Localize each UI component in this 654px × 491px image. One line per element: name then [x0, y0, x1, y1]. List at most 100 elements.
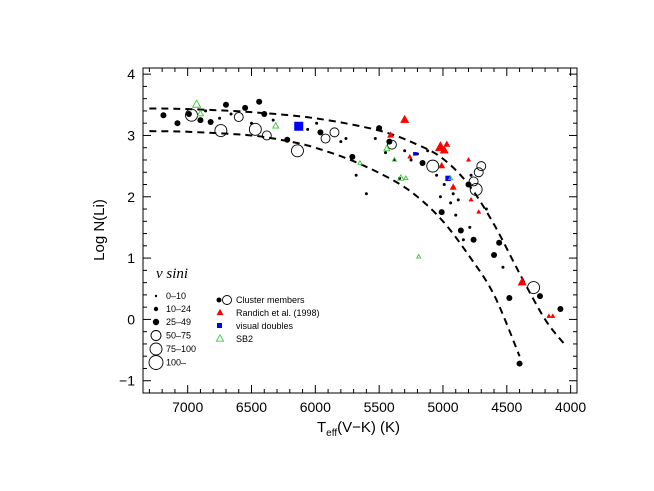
visual-double-point — [413, 152, 417, 156]
cluster-member-point — [484, 207, 488, 211]
cluster-member-point — [435, 173, 439, 177]
sb2-point — [383, 144, 391, 152]
cluster-member-point — [419, 160, 426, 167]
y-tick-label: 4 — [127, 66, 135, 82]
cluster-member-point — [261, 130, 272, 141]
cluster-member-point — [409, 158, 413, 162]
cluster-member-point — [317, 129, 324, 136]
legend-marker-cluster-open — [222, 295, 232, 305]
y-tick-label: 1 — [127, 250, 135, 266]
visual-double-point — [294, 121, 304, 131]
cluster-member-point — [291, 144, 304, 158]
y-axis-label: Log N(Li) — [91, 199, 108, 261]
cluster-member-point — [349, 153, 356, 160]
cluster-member-point — [491, 252, 498, 259]
randich-point — [439, 145, 449, 154]
vsini-legend-label: 0–10 — [166, 291, 186, 301]
cluster-member-point — [438, 209, 445, 216]
randich-point — [443, 140, 451, 147]
cluster-member-point — [174, 120, 181, 127]
x-tick-label: 5000 — [427, 399, 458, 415]
cluster-member-point — [248, 122, 262, 136]
y-tick-label: 2 — [127, 189, 135, 205]
cluster-member-point — [207, 118, 214, 125]
sb2-point — [397, 173, 405, 181]
legend-marker-cluster-filled — [216, 297, 222, 303]
x-tick-label: 4000 — [555, 399, 586, 415]
cluster-member-point — [557, 305, 564, 312]
vsini-legend-label: 100– — [166, 358, 186, 368]
cluster-member-point — [222, 101, 229, 108]
vsini-legend: v sini 0–10 10–24 25–49 50–75 75–100 100– — [148, 266, 196, 370]
cluster-member-point — [470, 236, 477, 243]
cluster-member-point — [376, 125, 383, 132]
data-points — [160, 98, 564, 367]
cluster-member-point — [456, 198, 460, 202]
plot-frame — [142, 67, 578, 394]
cluster-member-point — [271, 118, 275, 122]
vsini-legend-marker — [150, 330, 162, 341]
cluster-member-point — [454, 213, 458, 217]
cluster-member-point — [476, 161, 487, 172]
randich-point — [449, 183, 457, 190]
cluster-member-point — [501, 265, 505, 269]
randich-point — [468, 196, 474, 202]
legend-label-cluster-members: Cluster members — [236, 295, 305, 305]
cluster-member-point — [233, 112, 244, 123]
cluster-member-point — [468, 176, 479, 187]
vsini-legend-marker — [148, 355, 164, 370]
randich-point — [438, 161, 446, 169]
x-axis-label: Teff(V−K) (K) — [317, 419, 400, 439]
randich-point — [465, 156, 472, 162]
cluster-member-point — [469, 173, 473, 177]
y-tick-label: 3 — [127, 127, 135, 143]
cluster-member-point — [354, 173, 358, 177]
vsini-legend-marker — [154, 294, 158, 298]
vsini-legend-label: 25–49 — [166, 317, 191, 327]
sb2-point — [196, 109, 205, 117]
x-axis-label-main: T — [317, 419, 326, 436]
randich-point — [517, 277, 527, 286]
x-axis-label-suffix: (V−K) (K) — [337, 419, 400, 436]
cluster-member-point — [465, 181, 472, 188]
cluster-member-point — [364, 192, 368, 196]
cluster-member-point — [442, 183, 446, 187]
cluster-member-point — [449, 201, 453, 205]
cluster-member-point — [457, 227, 464, 234]
cluster-member-point — [527, 281, 541, 294]
cluster-member-point — [261, 110, 268, 117]
x-tick-label: 6000 — [300, 399, 331, 415]
cluster-member-point — [229, 112, 233, 116]
legend-label-visual-doubles: visual doubles — [236, 321, 294, 331]
cluster-member-point — [329, 127, 340, 138]
vsini-legend-label: 50–75 — [166, 331, 191, 341]
cluster-member-point — [214, 124, 228, 137]
y-tick-label: 0 — [127, 311, 135, 327]
symbol-legend: Cluster members Randich et al. (1998) visu… — [216, 295, 320, 344]
axis-ticks: 7000 6500 6000 5500 5000 4500 4000 −1 0 1 2 3 4 — [119, 66, 586, 415]
cluster-member-point — [438, 195, 442, 199]
legend-marker-sb2 — [215, 333, 225, 342]
randich-point — [550, 313, 556, 318]
cluster-member-point — [426, 149, 430, 153]
x-tick-label: 6500 — [236, 399, 267, 415]
sb2-point — [191, 99, 202, 108]
sb2-point — [415, 253, 422, 259]
cluster-member-point — [426, 159, 440, 173]
cluster-member-point — [284, 136, 291, 143]
cluster-member-point — [185, 110, 192, 117]
randich-point — [546, 313, 552, 318]
cluster-member-point — [344, 137, 348, 141]
randich-point — [407, 153, 413, 159]
cluster-member-point — [160, 112, 167, 119]
cluster-member-point — [242, 104, 249, 111]
cluster-member-point — [516, 360, 523, 367]
cluster-member-point — [197, 117, 204, 124]
cluster-member-point — [339, 140, 343, 144]
cluster-member-point — [320, 133, 331, 144]
x-tick-label: 4500 — [491, 399, 522, 415]
cluster-member-point — [386, 139, 397, 150]
vsini-legend-label: 10–24 — [166, 304, 191, 314]
y-tick-label: −1 — [119, 373, 135, 389]
randich-point — [476, 209, 482, 214]
